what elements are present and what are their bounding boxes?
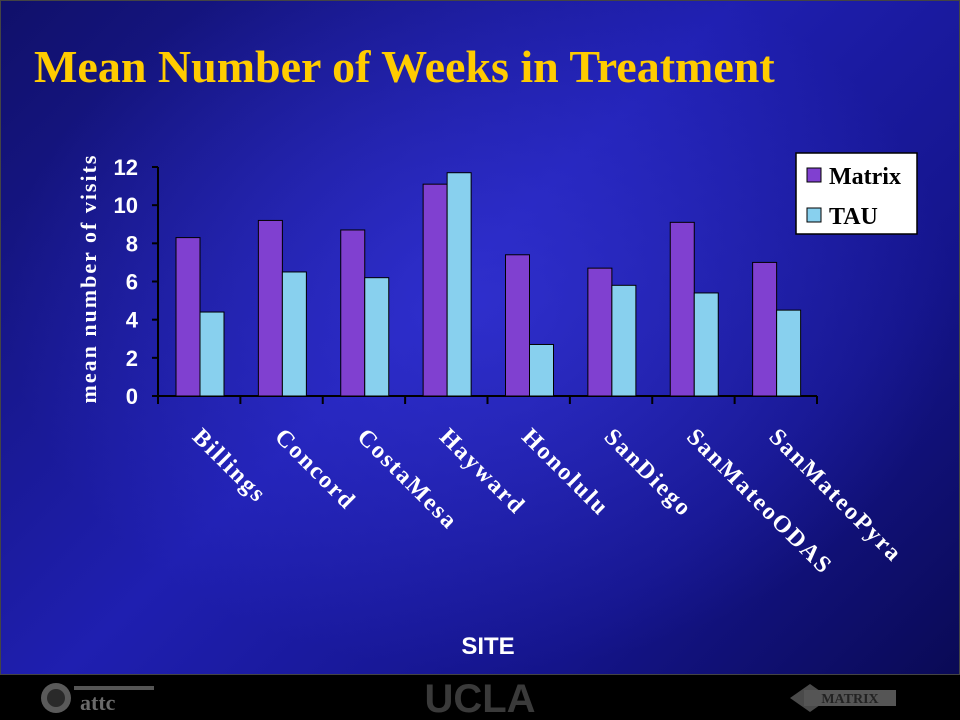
x-category-label: SanMateoODAS: [681, 424, 837, 580]
y-tick-label: 12: [114, 155, 138, 180]
y-tick-label: 0: [126, 384, 138, 409]
bar-matrix-sandiego: [587, 267, 613, 397]
attc-logo: attc: [41, 683, 154, 715]
matrix-institute-logo: MATRIX: [790, 684, 896, 712]
bar-tau-honolulu: [529, 343, 554, 397]
legend-swatch-tau: [806, 207, 822, 223]
chart-tick-labels: 0 2 4 6 8 10 12: [114, 155, 139, 409]
legend-label-matrix: Matrix: [829, 164, 901, 190]
bar-tau-costamesa: [364, 277, 390, 397]
y-tick-label: 8: [126, 231, 138, 256]
bar-matrix-sanmateopyra: [752, 261, 778, 397]
chart-bars: [175, 172, 802, 397]
x-axis-label: SITE: [461, 633, 514, 660]
bar-tau-sanmateoodas: [693, 292, 719, 397]
bar-tau-sandiego: [611, 284, 637, 397]
legend-swatch-matrix: [806, 167, 822, 183]
x-category-label: SanDiego: [599, 424, 698, 523]
attc-logo-text: attc: [80, 690, 116, 715]
x-category-label: Concord: [269, 424, 360, 515]
bar-matrix-concord: [257, 219, 283, 397]
bar-tau-concord: [281, 271, 307, 397]
y-tick-label: 6: [126, 270, 138, 295]
matrix-logo-text: MATRIX: [821, 692, 878, 707]
bar-matrix-hayward: [422, 183, 448, 397]
bar-matrix-honolulu: [505, 254, 530, 397]
bar-tau-hayward: [446, 172, 472, 397]
y-tick-label: 4: [126, 308, 139, 333]
bar-chart: 0 2 4 6 8 10 12 BillingsConcordCostaMesaHaywar…: [76, 152, 918, 660]
bar-matrix-billings: [175, 237, 201, 397]
bar-tau-sanmateopyra: [776, 309, 802, 397]
legend-label-tau: TAU: [829, 204, 878, 230]
legend-box: [795, 152, 918, 235]
x-category-label: Honolulu: [516, 424, 614, 522]
x-category-label: Billings: [187, 424, 271, 508]
ucla-logo-text: UCLA: [424, 678, 535, 718]
ucla-logo: UCLA: [424, 678, 535, 718]
bar-tau-billings: [199, 311, 225, 397]
chart-legend: Matrix TAU: [795, 152, 918, 235]
y-tick-label: 2: [126, 346, 138, 371]
page-title: Mean Number of Weeks in Treatment: [34, 41, 775, 92]
bar-matrix-sanmateoodas: [669, 221, 695, 397]
bar-matrix-costamesa: [340, 229, 366, 397]
y-tick-label: 10: [114, 193, 138, 218]
chart-category-labels: BillingsConcordCostaMesaHaywardHonoluluS…: [187, 424, 907, 580]
y-axis-label: mean number of visits: [76, 154, 101, 404]
